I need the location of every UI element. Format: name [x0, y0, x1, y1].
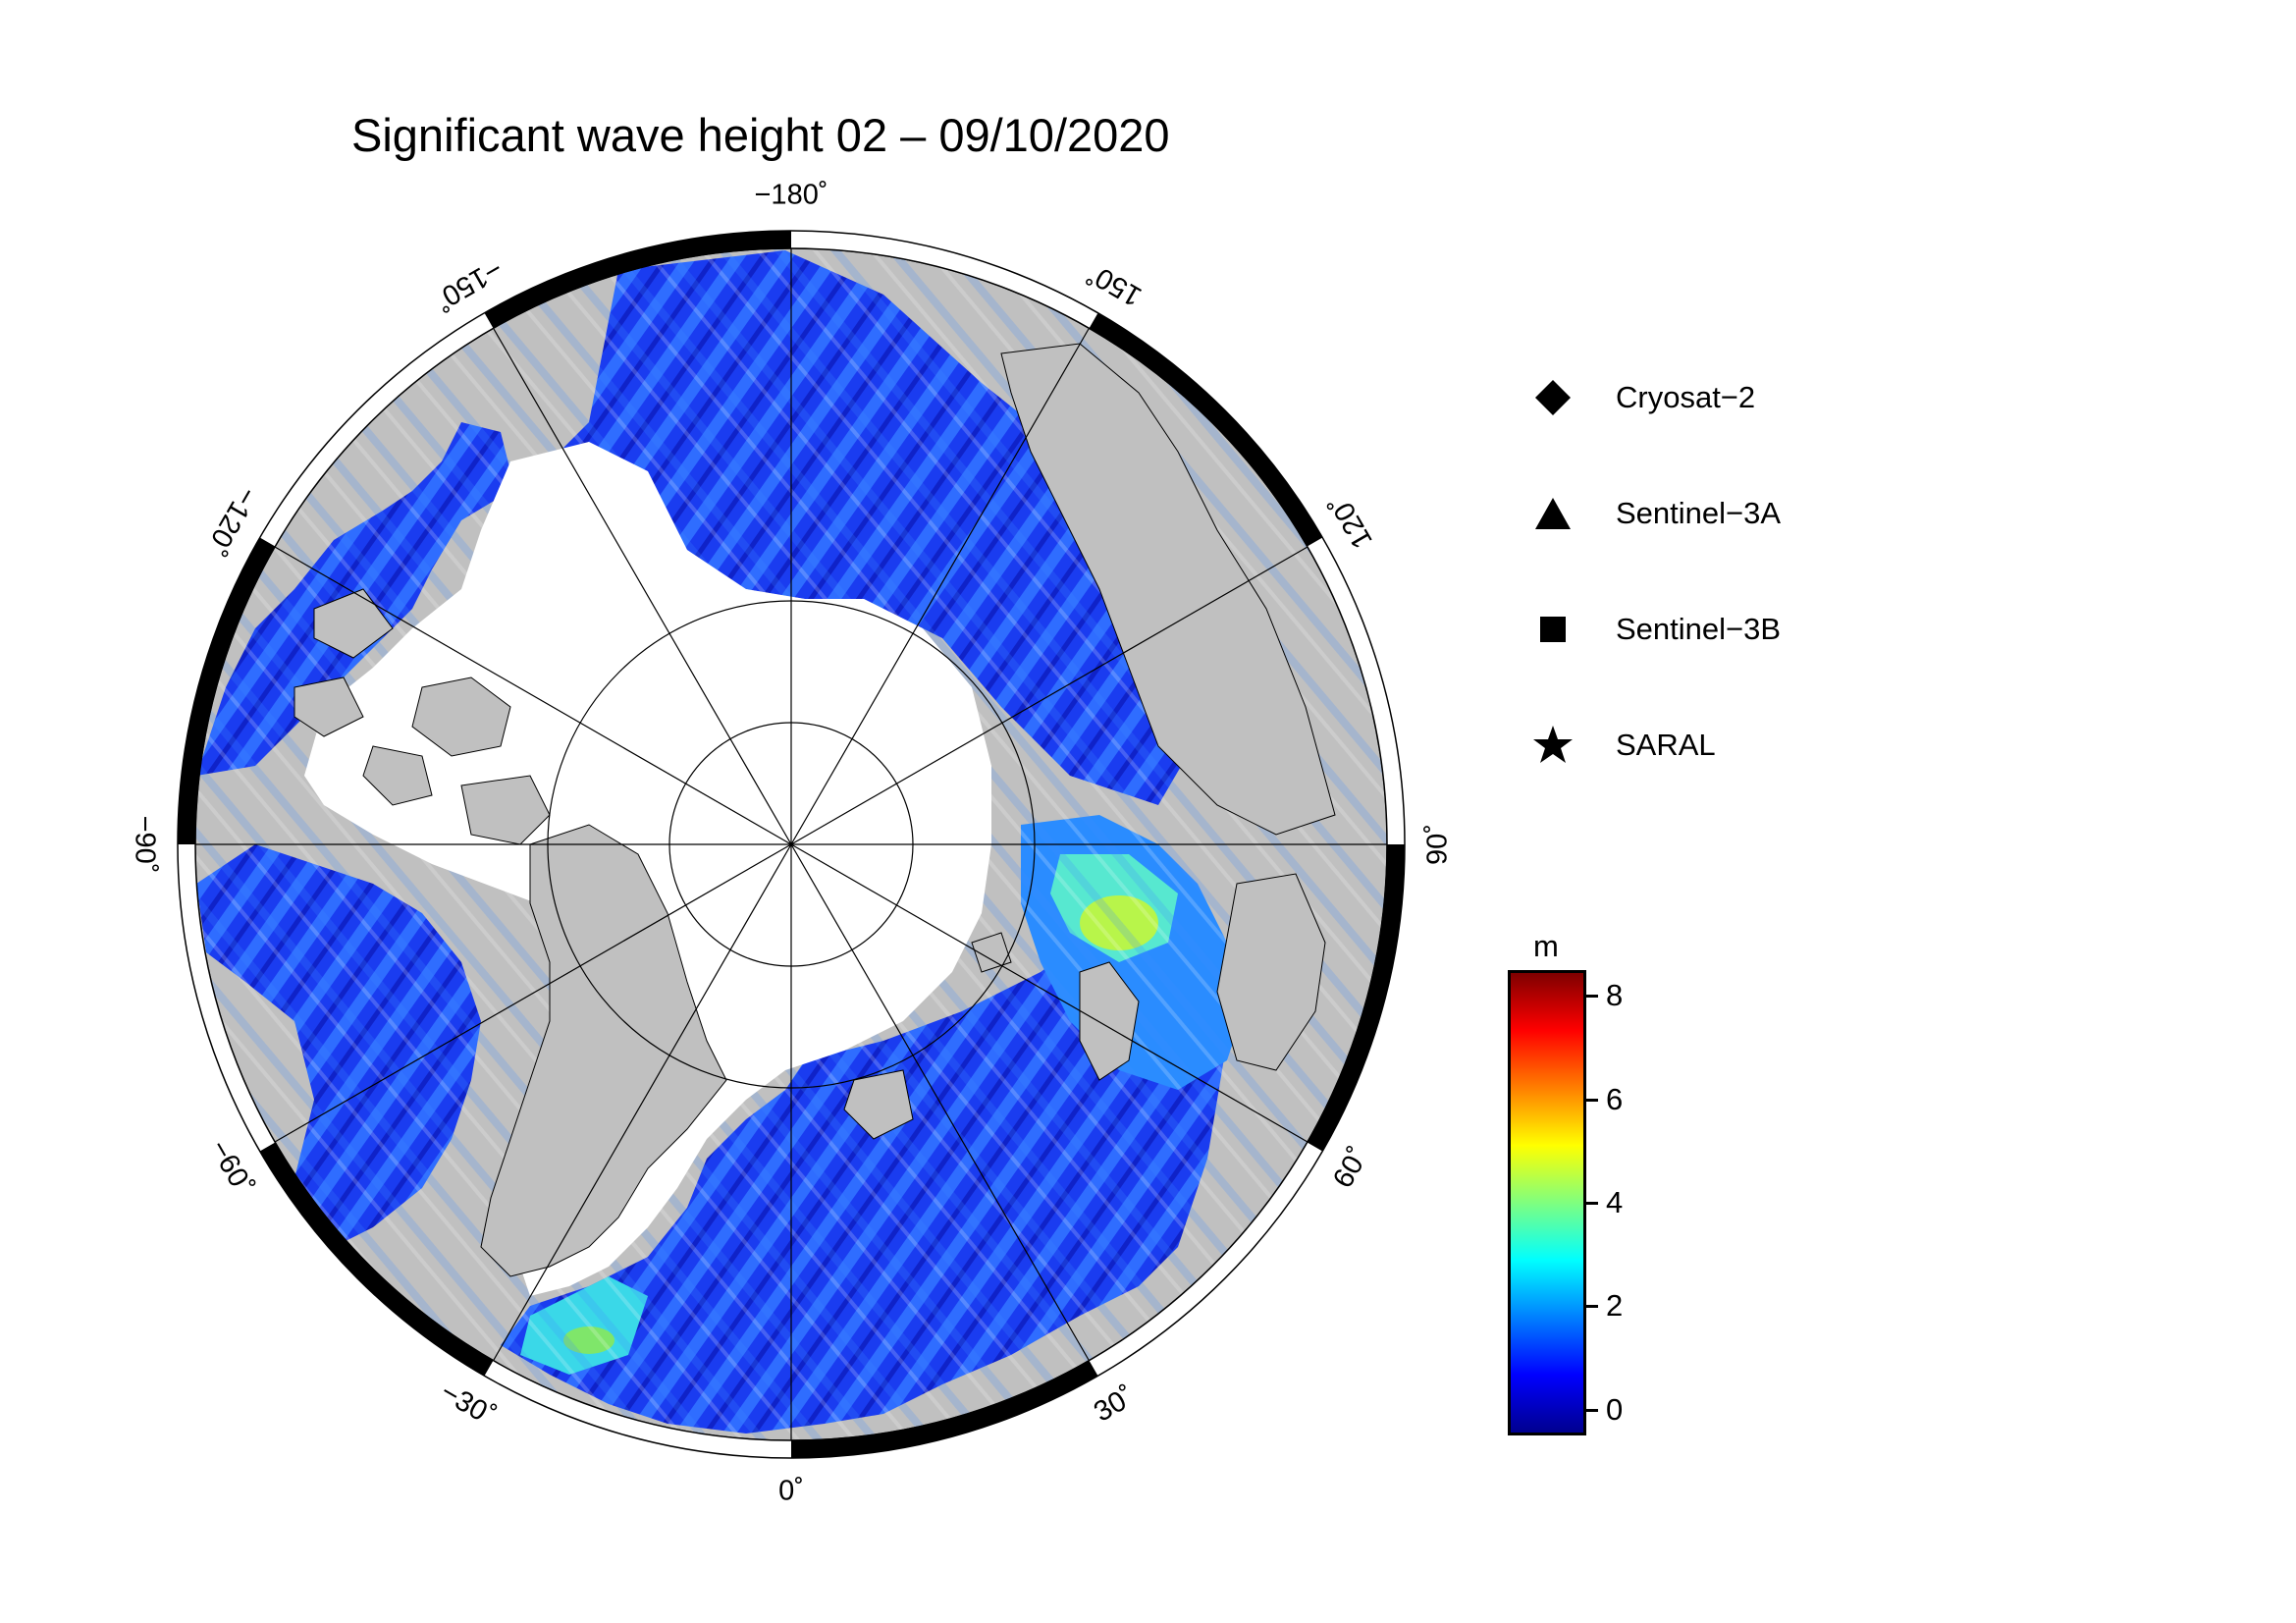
colorbar-unit: m	[1533, 929, 1559, 963]
legend-label: SARAL	[1616, 728, 1716, 762]
longitude-label: −30˚	[435, 1377, 501, 1433]
legend-item-sentinel-3b: Sentinel−3B	[1531, 605, 1781, 654]
colorbar-tick	[1586, 995, 1598, 999]
colorbar-tick	[1586, 1202, 1598, 1205]
sea-ice	[304, 442, 991, 1296]
longitude-label: −60˚	[203, 1135, 259, 1201]
frame-outer-edge	[177, 230, 1406, 1459]
map-title: Significant wave height 02 – 09/10/2020	[351, 109, 1170, 161]
frame-segment	[1089, 312, 1323, 547]
longitude-label: 120˚	[1323, 489, 1379, 554]
graticule	[195, 248, 1387, 1440]
longitude-labels: −180˚150˚120˚90˚60˚30˚0˚−30˚−60˚−90˚−120…	[129, 180, 1453, 1507]
longitude-label: 150˚	[1082, 256, 1147, 312]
canadian-archipelago	[294, 588, 551, 845]
colorbar-tick	[1586, 1305, 1598, 1309]
longitude-label: 90˚	[1422, 824, 1454, 865]
legend-item-sentinel-3a: Sentinel−3A	[1531, 489, 1781, 538]
longitude-label: 60˚	[1327, 1142, 1375, 1193]
legend-label: Sentinel−3B	[1616, 612, 1782, 646]
square-marker-icon	[1540, 617, 1566, 642]
frame-segment	[484, 231, 792, 329]
colorbar-tick-label: 0	[1606, 1391, 1624, 1427]
colorbar-tick	[1586, 1408, 1598, 1412]
longitude-label: −180˚	[755, 180, 828, 211]
colorbar	[1508, 970, 1586, 1435]
frame-segment	[259, 1142, 494, 1377]
legend-item-cryosat: Cryosat−2	[1531, 373, 1755, 422]
frame-segment	[178, 537, 276, 845]
map-frame	[177, 230, 1406, 1459]
triangle-marker-icon	[1535, 498, 1571, 529]
colorbar-tick-label: 6	[1606, 1081, 1624, 1116]
frame-segment	[790, 1360, 1098, 1458]
star-marker-icon	[1533, 726, 1573, 763]
continental-land	[1000, 343, 1336, 1071]
frame-segment	[1307, 843, 1405, 1152]
longitude-label: 30˚	[1089, 1380, 1140, 1429]
greenland	[480, 824, 727, 1277]
legend-label: Sentinel−3A	[1616, 496, 1782, 530]
colorbar-tick-label: 8	[1606, 978, 1624, 1013]
legend-label: Cryosat−2	[1616, 380, 1756, 414]
longitude-label: 0˚	[778, 1476, 804, 1507]
legend-item-saral: SARAL	[1531, 721, 1716, 770]
diamond-marker-icon	[1535, 380, 1571, 415]
longitude-label: −90˚	[129, 816, 160, 874]
frame-inner-edge	[194, 247, 1388, 1441]
arctic-islands	[843, 932, 1140, 1140]
colorbar-tick-label: 2	[1606, 1288, 1624, 1324]
colorbar-tick	[1586, 1098, 1598, 1102]
colorbar-tick-label: 4	[1606, 1185, 1624, 1219]
